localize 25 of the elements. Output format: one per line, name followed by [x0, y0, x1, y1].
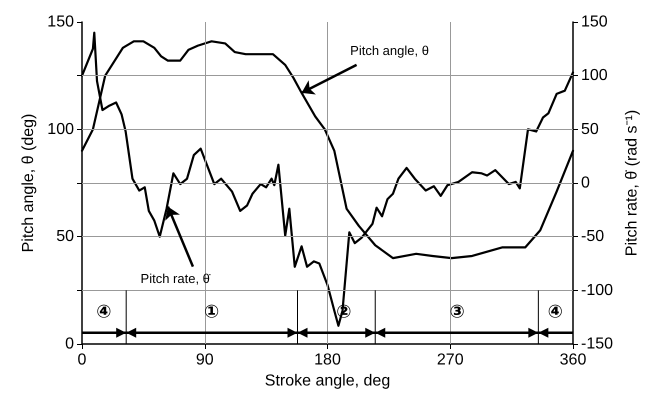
y-tick-label: 0	[65, 336, 74, 352]
annotation: ①	[204, 301, 220, 322]
y-tick-label: 100	[47, 120, 74, 138]
annotation: ④	[96, 301, 112, 322]
x-tick-label: 90	[196, 352, 214, 368]
x-tick-label: 270	[436, 352, 464, 368]
annotation: ③	[449, 301, 465, 322]
annotation: ④	[548, 301, 563, 322]
y-tick-label: 150	[47, 14, 74, 30]
y2-tick-label: 0	[581, 174, 590, 192]
x-tick-label: 0	[78, 352, 87, 368]
annotation: Pitch rate, θ̇	[140, 271, 211, 286]
y2-tick-label: 50	[581, 120, 599, 138]
y-axis-title: Pitch angle, θ (deg)	[20, 114, 37, 252]
y2-axis-title: Pitch rate, θ̇ (rad s⁻¹)	[623, 110, 640, 256]
y2-tick-label: 150	[581, 14, 608, 30]
y2-tick-label: 100	[581, 67, 608, 84]
annotation: Pitch angle, θ	[350, 43, 429, 58]
x-tick-label: 360	[560, 352, 586, 368]
y2-tick-label: -100	[581, 282, 614, 299]
x-axis-title: Stroke angle, deg	[264, 372, 390, 390]
y-tick-label: 50	[56, 228, 74, 246]
x-tick-label: 180	[314, 352, 341, 368]
y2-tick-label: -150	[581, 336, 614, 352]
y2-tick-label: -50	[581, 228, 604, 246]
